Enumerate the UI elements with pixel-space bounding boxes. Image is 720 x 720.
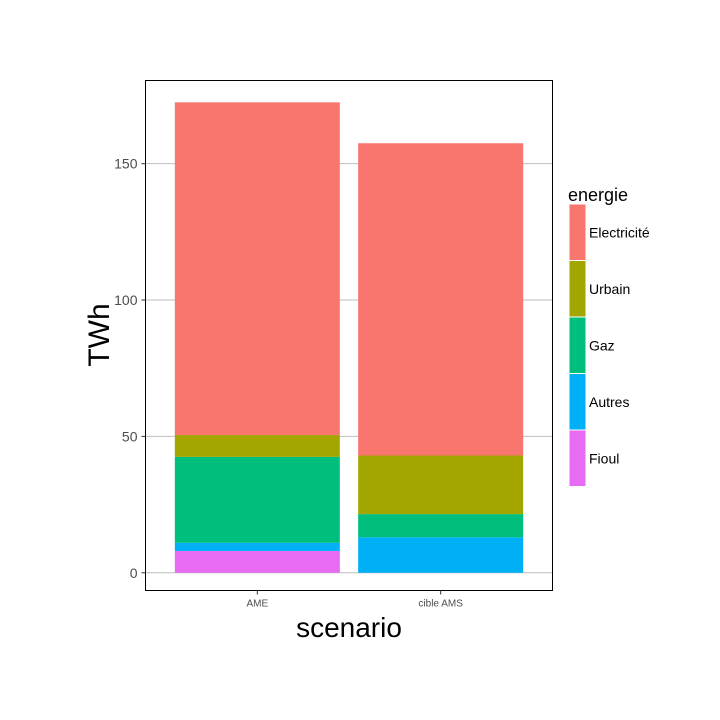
bar-segment (174, 435, 340, 457)
bars (174, 102, 524, 573)
bar-segment (358, 455, 524, 515)
legend-label: Urbain (589, 281, 630, 297)
x-tick-label: cible AMS (418, 599, 463, 610)
legend-label: Fioul (589, 450, 619, 466)
y-tick-label: 50 (122, 428, 138, 444)
legend-label: Electricité (589, 224, 650, 240)
bar-segment (358, 143, 524, 456)
y-axis-title: TWh (83, 303, 116, 366)
bar-segment (174, 102, 340, 436)
bar-segment (358, 514, 524, 538)
legend-key (568, 203, 587, 261)
legend-key (568, 373, 587, 431)
bar-segment (174, 542, 340, 551)
y-axis: 0 50 100 150 (114, 156, 146, 581)
legend-key (568, 429, 587, 487)
plot-border (145, 80, 553, 591)
bar-segment (358, 537, 524, 573)
legend-key (568, 260, 587, 318)
legend-key (568, 316, 587, 374)
x-axis-title: scenario (296, 612, 402, 643)
legend: energie Electricité Urbain Gaz Autres Fioul (568, 185, 650, 487)
legend-title: energie (568, 185, 628, 205)
y-tick-label: 100 (114, 292, 138, 308)
x-tick-label: AME (246, 599, 268, 610)
legend-label: Gaz (589, 337, 615, 353)
y-tick-label: 150 (114, 156, 138, 172)
bar-segment (174, 456, 340, 543)
y-tick-label: 0 (130, 565, 138, 581)
x-axis: AME cible AMS (246, 590, 463, 610)
legend-label: Autres (589, 394, 629, 410)
bar-segment (174, 550, 340, 573)
